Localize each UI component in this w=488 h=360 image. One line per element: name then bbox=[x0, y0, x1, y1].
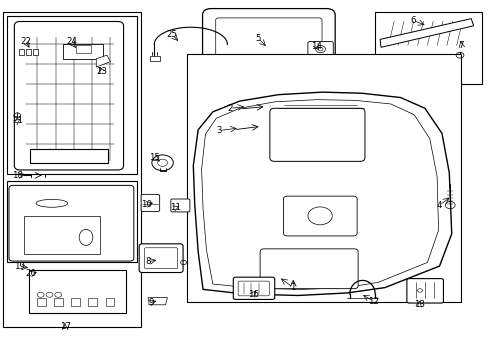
FancyBboxPatch shape bbox=[307, 41, 332, 57]
FancyBboxPatch shape bbox=[233, 277, 274, 300]
Bar bbox=[374, 12, 482, 84]
Text: 4: 4 bbox=[436, 201, 441, 210]
FancyBboxPatch shape bbox=[269, 108, 364, 161]
Bar bbox=[150, 56, 159, 61]
FancyBboxPatch shape bbox=[139, 244, 183, 273]
FancyBboxPatch shape bbox=[283, 196, 356, 236]
Bar bbox=[24, 216, 100, 253]
Bar bbox=[30, 149, 108, 163]
Text: 21: 21 bbox=[12, 116, 23, 125]
Bar bbox=[71, 298, 80, 306]
FancyBboxPatch shape bbox=[170, 199, 189, 212]
Text: 25: 25 bbox=[166, 30, 178, 39]
Bar bbox=[76, 45, 91, 53]
FancyBboxPatch shape bbox=[144, 248, 177, 269]
Text: 23: 23 bbox=[97, 67, 107, 76]
Polygon shape bbox=[193, 92, 451, 296]
Text: 18: 18 bbox=[12, 171, 23, 180]
Text: 9: 9 bbox=[148, 298, 153, 307]
Text: 16: 16 bbox=[247, 289, 258, 298]
Bar bbox=[26, 49, 31, 55]
Ellipse shape bbox=[36, 199, 68, 207]
Ellipse shape bbox=[79, 229, 93, 246]
Text: 13: 13 bbox=[413, 300, 424, 309]
Text: 3: 3 bbox=[216, 126, 222, 135]
FancyBboxPatch shape bbox=[202, 9, 334, 101]
Text: 10: 10 bbox=[141, 200, 152, 209]
Text: 2: 2 bbox=[226, 104, 232, 113]
Text: 19: 19 bbox=[14, 262, 24, 271]
Polygon shape bbox=[96, 55, 110, 67]
FancyBboxPatch shape bbox=[141, 194, 159, 212]
Polygon shape bbox=[379, 19, 473, 47]
Bar bbox=[187, 54, 461, 302]
Text: 6: 6 bbox=[409, 16, 415, 25]
Bar bbox=[7, 181, 137, 262]
FancyBboxPatch shape bbox=[14, 22, 123, 170]
FancyBboxPatch shape bbox=[215, 18, 322, 92]
Bar bbox=[222, 56, 232, 61]
Text: 7: 7 bbox=[458, 41, 463, 50]
Text: 11: 11 bbox=[169, 203, 181, 212]
Polygon shape bbox=[201, 100, 438, 289]
Text: 20: 20 bbox=[25, 269, 36, 278]
Text: 22: 22 bbox=[20, 37, 32, 46]
Text: 15: 15 bbox=[148, 153, 160, 162]
Bar bbox=[19, 49, 24, 55]
Bar bbox=[3, 12, 141, 327]
FancyBboxPatch shape bbox=[238, 281, 269, 296]
Text: 24: 24 bbox=[66, 37, 77, 46]
Bar bbox=[29, 270, 125, 314]
FancyBboxPatch shape bbox=[260, 249, 357, 289]
Text: 1: 1 bbox=[290, 283, 295, 292]
Bar bbox=[105, 298, 114, 306]
Text: 14: 14 bbox=[310, 42, 322, 51]
Text: 8: 8 bbox=[145, 257, 150, 266]
Bar bbox=[7, 16, 137, 174]
Bar bbox=[54, 298, 63, 306]
Bar bbox=[63, 44, 103, 59]
Text: 17: 17 bbox=[60, 322, 70, 331]
Bar bbox=[88, 298, 97, 306]
Polygon shape bbox=[148, 298, 167, 305]
FancyBboxPatch shape bbox=[9, 185, 134, 261]
Text: 5: 5 bbox=[255, 34, 261, 43]
FancyBboxPatch shape bbox=[406, 279, 443, 303]
Bar bbox=[37, 298, 46, 306]
Text: 12: 12 bbox=[367, 297, 378, 306]
Bar bbox=[33, 49, 38, 55]
